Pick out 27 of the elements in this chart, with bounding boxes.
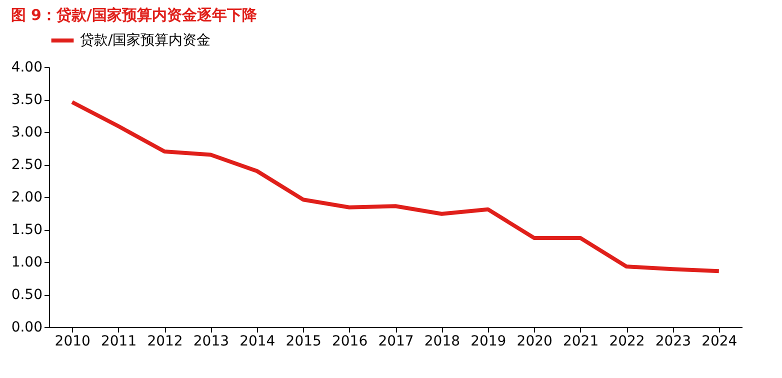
y-tick-label: 3.50: [11, 92, 42, 108]
x-tick-label: 2012: [147, 334, 183, 350]
y-tick-label: 1.00: [11, 254, 42, 270]
y-tick-label: 3.00: [11, 124, 42, 140]
x-tick-label: 2021: [562, 334, 599, 350]
y-tick-label: 2.00: [11, 190, 42, 206]
y-tick-label: 0.00: [11, 320, 42, 336]
chart-title: 图 9：贷款/国家预算内资金逐年下降: [10, 6, 258, 24]
x-tick-label: 2015: [286, 334, 322, 350]
y-tick-label: 2.50: [11, 157, 42, 173]
y-tick-label: 4.00: [11, 60, 42, 76]
legend-label: 贷款/国家预算内资金: [80, 32, 211, 48]
x-tick-label: 2024: [702, 334, 738, 350]
y-tick-label: 1.50: [11, 222, 42, 238]
x-tick-label: 2010: [54, 334, 90, 350]
x-tick-label: 2023: [655, 334, 692, 350]
x-tick-label: 2018: [424, 334, 460, 350]
x-tick-label: 2020: [516, 334, 552, 350]
x-tick-label: 2011: [100, 334, 137, 350]
y-tick-label: 0.50: [11, 287, 42, 303]
x-tick-label: 2017: [378, 334, 414, 350]
x-tick-label: 2013: [193, 334, 230, 350]
x-tick-label: 2019: [470, 334, 506, 350]
x-tick-label: 2016: [332, 334, 368, 350]
x-tick-label: 2014: [240, 334, 276, 350]
line-series: [70, 100, 721, 274]
x-tick-label: 2022: [609, 334, 645, 350]
